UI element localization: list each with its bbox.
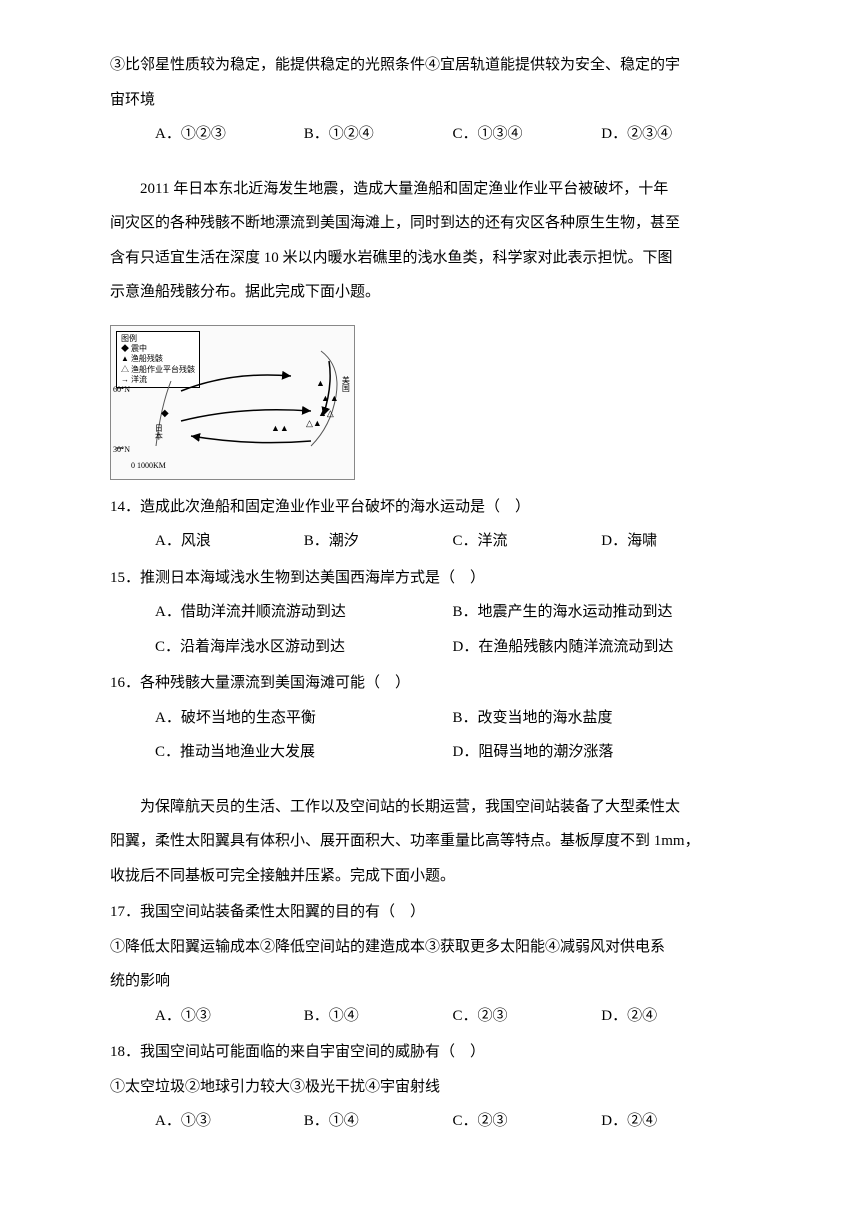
q13-option-c: C．①③④ bbox=[453, 117, 602, 152]
q16-option-b: B．改变当地的海水盐度 bbox=[453, 701, 751, 736]
lat-60: 60°N bbox=[113, 381, 130, 399]
label-japan: 日本 bbox=[149, 424, 167, 440]
q14-option-a: A．风浪 bbox=[155, 524, 304, 559]
q17-option-d: D．②④ bbox=[601, 999, 750, 1034]
map-figure: 图例 ◆ 震中 ▲ 渔船残骸 △ 渔船作业平台残骸 → 洋流 ◆ ▲▲ ▲ ▲▲… bbox=[110, 325, 355, 480]
svg-text:▲▲: ▲▲ bbox=[271, 423, 289, 433]
passage2-line2: 阳翼，柔性太阳翼具有体积小、展开面积大、功率重量比高等特点。基板厚度不到 1mm… bbox=[110, 824, 750, 859]
passage2-line3: 收拢后不同基板可完全接触并压紧。完成下面小题。 bbox=[110, 859, 750, 894]
q15-text: 15．推测日本海域浅水生物到达美国西海岸方式是（ ） bbox=[110, 561, 750, 596]
q14-option-d: D．海啸 bbox=[601, 524, 750, 559]
passage1-line4: 示意渔船残骸分布。据此完成下面小题。 bbox=[110, 275, 750, 310]
q18-option-d: D．②④ bbox=[601, 1104, 750, 1139]
svg-text:▲: ▲ bbox=[316, 378, 325, 388]
q18-sub: ①太空垃圾②地球引力较大③极光干扰④宇宙射线 bbox=[110, 1070, 750, 1105]
question-17: 17．我国空间站装备柔性太阳翼的目的有（ ） ①降低太阳翼运输成本②降低空间站的… bbox=[110, 895, 750, 1033]
question-14: 14．造成此次渔船和固定渔业作业平台破坏的海水运动是（ ） A．风浪 B．潮汐 … bbox=[110, 490, 750, 559]
intro-text-line2: 宙环境 bbox=[110, 83, 750, 118]
passage1-line3: 含有只适宜生活在深度 10 米以内暖水岩礁里的浅水鱼类，科学家对此表示担忧。下图 bbox=[110, 241, 750, 276]
q18-option-a: A．①③ bbox=[155, 1104, 304, 1139]
intro-text-line1: ③比邻星性质较为稳定，能提供稳定的光照条件④宜居轨道能提供较为安全、稳定的宇 bbox=[110, 48, 750, 83]
q15-option-a: A．借助洋流并顺流游动到达 bbox=[155, 595, 453, 630]
question-18: 18．我国空间站可能面临的来自宇宙空间的威胁有（ ） ①太空垃圾②地球引力较大③… bbox=[110, 1035, 750, 1139]
q17-sub2: 统的影响 bbox=[110, 964, 750, 999]
q18-option-b: B．①④ bbox=[304, 1104, 453, 1139]
q15-option-c: C．沿着海岸浅水区游动到达 bbox=[155, 630, 453, 665]
lat-30: 30°N bbox=[113, 441, 130, 459]
q14-text: 14．造成此次渔船和固定渔业作业平台破坏的海水运动是（ ） bbox=[110, 490, 750, 525]
q16-option-c: C．推动当地渔业大发展 bbox=[155, 735, 453, 770]
question-15: 15．推测日本海域浅水生物到达美国西海岸方式是（ ） A．借助洋流并顺流游动到达… bbox=[110, 561, 750, 665]
q13-option-a: A．①②③ bbox=[155, 117, 304, 152]
question-16: 16．各种残骸大量漂流到美国海滩可能（ ） A．破坏当地的生态平衡 B．改变当地… bbox=[110, 666, 750, 770]
q14-option-b: B．潮汐 bbox=[304, 524, 453, 559]
q13-options: A．①②③ B．①②④ C．①③④ D．②③④ bbox=[110, 117, 750, 152]
q13-option-b: B．①②④ bbox=[304, 117, 453, 152]
q14-option-c: C．洋流 bbox=[453, 524, 602, 559]
q13-option-d: D．②③④ bbox=[601, 117, 750, 152]
passage1-line1: 2011 年日本东北近海发生地震，造成大量渔船和固定渔业作业平台被破坏，十年 bbox=[110, 172, 750, 207]
q16-option-d: D．阻碍当地的潮汐涨落 bbox=[453, 735, 751, 770]
svg-text:△▲: △▲ bbox=[306, 418, 322, 428]
q17-option-c: C．②③ bbox=[453, 999, 602, 1034]
passage2-line1: 为保障航天员的生活、工作以及空间站的长期运营，我国空间站装备了大型柔性太 bbox=[110, 790, 750, 825]
svg-text:▲△: ▲△ bbox=[318, 408, 334, 418]
passage-2: 为保障航天员的生活、工作以及空间站的长期运营，我国空间站装备了大型柔性太 阳翼，… bbox=[110, 790, 750, 894]
q17-text: 17．我国空间站装备柔性太阳翼的目的有（ ） bbox=[110, 895, 750, 930]
q17-option-b: B．①④ bbox=[304, 999, 453, 1034]
svg-text:▲▲: ▲▲ bbox=[321, 393, 339, 403]
q17-option-a: A．①③ bbox=[155, 999, 304, 1034]
q16-option-a: A．破坏当地的生态平衡 bbox=[155, 701, 453, 736]
q18-text: 18．我国空间站可能面临的来自宇宙空间的威胁有（ ） bbox=[110, 1035, 750, 1070]
q16-text: 16．各种残骸大量漂流到美国海滩可能（ ） bbox=[110, 666, 750, 701]
q15-option-d: D．在渔船残骸内随洋流流动到达 bbox=[453, 630, 751, 665]
svg-text:◆: ◆ bbox=[161, 408, 169, 419]
map-scale: 0 1000KM bbox=[131, 457, 166, 475]
passage1-line2: 间灾区的各种残骸不断地漂流到美国海滩上，同时到达的还有灾区各种原生生物，甚至 bbox=[110, 206, 750, 241]
q15-option-b: B．地震产生的海水运动推动到达 bbox=[453, 595, 751, 630]
q17-sub1: ①降低太阳翼运输成本②降低空间站的建造成本③获取更多太阳能④减弱风对供电系 bbox=[110, 930, 750, 965]
label-usa: 美国 bbox=[336, 376, 354, 392]
q18-option-c: C．②③ bbox=[453, 1104, 602, 1139]
passage-1: 2011 年日本东北近海发生地震，造成大量渔船和固定渔业作业平台被破坏，十年 间… bbox=[110, 172, 750, 310]
